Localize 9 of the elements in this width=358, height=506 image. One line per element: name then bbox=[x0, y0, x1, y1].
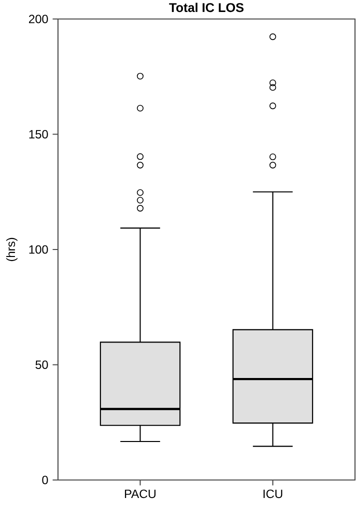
y-tick-label: 0 bbox=[42, 476, 48, 484]
chart-title: Total IC LOS bbox=[169, 2, 244, 12]
y-tick-label: 100 bbox=[29, 245, 48, 254]
y-axis-title: (hrs) bbox=[6, 238, 18, 262]
y-tick-label: 150 bbox=[29, 130, 48, 139]
y-tick-label: 200 bbox=[28, 14, 48, 24]
x-tick-label: PACU bbox=[124, 490, 156, 498]
x-tick-label: ICU bbox=[264, 490, 282, 498]
y-tick-label: 50 bbox=[36, 360, 48, 369]
